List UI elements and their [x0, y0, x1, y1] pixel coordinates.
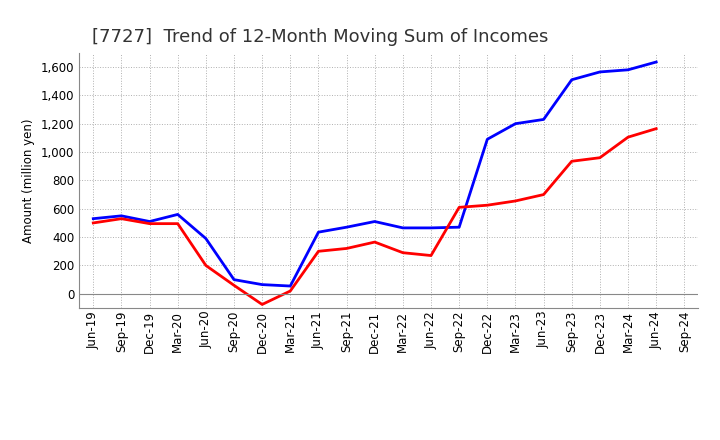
Ordinary Income: [483, 137, 492, 142]
Net Income: [342, 246, 351, 251]
Ordinary Income: [230, 277, 238, 282]
Text: [7727]  Trend of 12-Month Moving Sum of Incomes: [7727] Trend of 12-Month Moving Sum of I…: [91, 28, 548, 46]
Net Income: [314, 249, 323, 254]
Net Income: [370, 239, 379, 245]
Ordinary Income: [314, 230, 323, 235]
Ordinary Income: [539, 117, 548, 122]
Line: Ordinary Income: Ordinary Income: [94, 62, 656, 286]
Ordinary Income: [117, 213, 126, 219]
Ordinary Income: [511, 121, 520, 126]
Net Income: [567, 159, 576, 164]
Line: Net Income: Net Income: [94, 128, 656, 304]
Ordinary Income: [174, 212, 182, 217]
Net Income: [539, 192, 548, 197]
Ordinary Income: [286, 283, 294, 289]
Net Income: [117, 216, 126, 221]
Net Income: [483, 202, 492, 208]
Net Income: [511, 198, 520, 204]
Ordinary Income: [202, 236, 210, 241]
Ordinary Income: [624, 67, 632, 73]
Net Income: [89, 220, 98, 226]
Ordinary Income: [89, 216, 98, 221]
Net Income: [652, 126, 660, 131]
Ordinary Income: [258, 282, 266, 287]
Ordinary Income: [595, 69, 604, 74]
Ordinary Income: [455, 224, 464, 230]
Ordinary Income: [399, 225, 408, 231]
Net Income: [258, 302, 266, 307]
Net Income: [145, 221, 154, 226]
Ordinary Income: [427, 225, 436, 231]
Net Income: [230, 282, 238, 288]
Net Income: [202, 263, 210, 268]
Net Income: [595, 155, 604, 160]
Net Income: [624, 135, 632, 140]
Net Income: [399, 250, 408, 255]
Ordinary Income: [342, 224, 351, 230]
Net Income: [286, 288, 294, 293]
Y-axis label: Amount (million yen): Amount (million yen): [22, 118, 35, 242]
Net Income: [174, 221, 182, 226]
Ordinary Income: [370, 219, 379, 224]
Net Income: [427, 253, 436, 258]
Net Income: [455, 205, 464, 210]
Ordinary Income: [652, 59, 660, 65]
Ordinary Income: [567, 77, 576, 82]
Ordinary Income: [145, 219, 154, 224]
